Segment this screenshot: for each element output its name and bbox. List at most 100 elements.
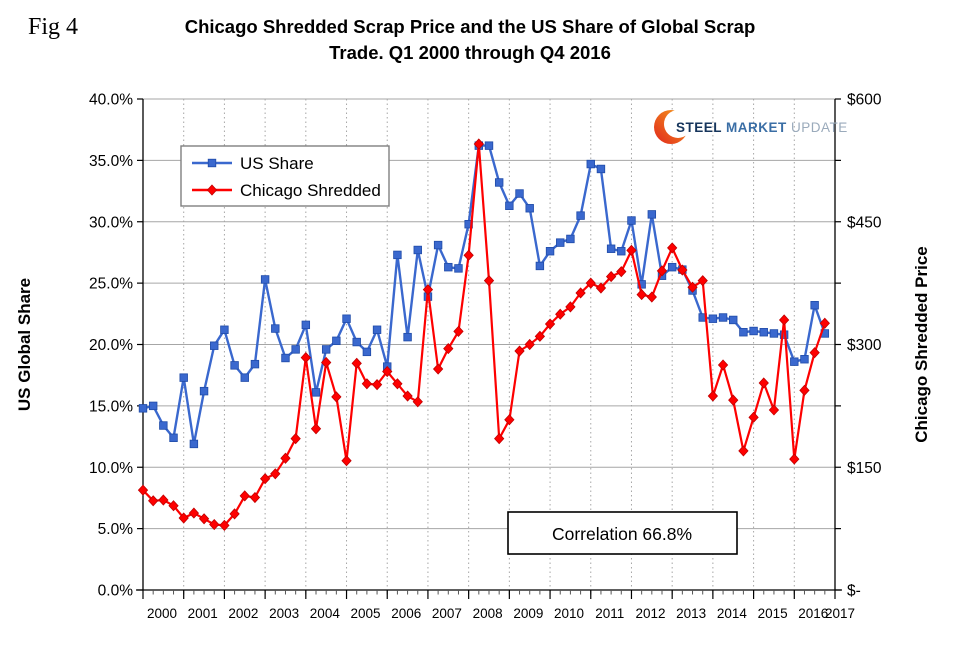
us-share-point-marker [291, 345, 300, 354]
logo-wordmark: STEEL MARKET UPDATE [676, 120, 848, 135]
chicago-shredded-point-marker [392, 378, 403, 390]
chicago-shredded-point-marker [605, 270, 617, 283]
us-share-point-marker [342, 314, 351, 323]
chicago-shredded-point-marker [259, 473, 271, 485]
us-share-point-marker [169, 433, 178, 442]
chicago-shredded-point-marker [687, 281, 698, 293]
chicago-shredded-point-marker [697, 275, 708, 287]
us-share-point-marker [413, 245, 422, 255]
chicago-shredded-point-marker [809, 347, 820, 359]
x-axis-tick-label: 2002 [228, 606, 258, 621]
chicago-shredded-point-marker [738, 445, 749, 457]
us-share-point-marker [535, 261, 545, 271]
chicago-shredded-point-marker [382, 365, 393, 378]
chicago-shredded-point-marker [585, 277, 596, 289]
correlation-annotation: Correlation 66.8% [507, 511, 738, 555]
chicago-shredded-point-marker [310, 423, 322, 435]
chicago-shredded-point-marker [646, 291, 657, 303]
chicago-shredded-point-marker [270, 468, 281, 480]
chicago-shredded-point-marker [616, 266, 627, 278]
us-share-point-marker [515, 189, 524, 198]
us-share-point-marker [403, 332, 412, 342]
chicago-shredded-point-marker [300, 352, 311, 364]
right-axis-tick-label: $300 [847, 337, 882, 354]
chicago-shredded-point-marker [453, 325, 464, 337]
us-share-point-marker [321, 345, 331, 354]
us-share-point-marker [749, 326, 758, 336]
chicago-shredded-point-marker [290, 433, 301, 445]
left-axis-title: US Global Share [15, 278, 34, 411]
right-axis-tick-label: $150 [847, 460, 882, 477]
us-share-point-marker [739, 328, 748, 337]
x-axis-tick-label: 2017 [825, 606, 855, 621]
us-share-point-marker [393, 250, 402, 260]
us-share-point-marker [800, 355, 809, 364]
us-share-point-marker [311, 388, 321, 397]
chicago-shredded-point-marker [636, 288, 647, 301]
us-share-point-marker [647, 210, 657, 219]
us-share-point-marker [556, 238, 565, 247]
chicago-shredded-point-marker [494, 433, 505, 445]
x-axis-tick-label: 2001 [188, 606, 218, 621]
x-axis-tick-label: 2004 [310, 606, 341, 621]
chicago-shredded-point-marker [402, 390, 413, 402]
right-axis-tick-label: $- [847, 583, 861, 600]
correlation-box [507, 511, 738, 555]
left-axis-tick-label: 5.0% [98, 521, 134, 538]
chicago-shredded-point-marker [137, 484, 149, 496]
x-axis-tick-label: 2016 [798, 606, 828, 621]
us-share-point-marker [790, 357, 799, 366]
chicago-shredded-point-marker [331, 391, 342, 403]
us-share-point-marker [230, 361, 239, 370]
chicago-shredded-point-marker [432, 363, 444, 375]
us-share-point-marker [271, 324, 280, 333]
x-axis-tick-label: 2007 [432, 606, 462, 621]
x-axis-tick-label: 2000 [147, 606, 177, 621]
x-axis-tick-label: 2013 [676, 606, 706, 621]
x-axis-tick-label: 2010 [554, 606, 584, 621]
us-share-point-marker [189, 439, 199, 449]
legend-item-us-share: US Share [192, 154, 314, 173]
us-share-point-marker [220, 325, 229, 334]
chicago-shredded-point-marker [799, 384, 810, 396]
x-axis-tick-label: 2003 [269, 606, 299, 621]
figure-number-label: Fig 4 [28, 14, 79, 40]
chicago-shredded-point-marker [565, 301, 576, 313]
chart-title-line1: Chicago Shredded Scrap Price and the US … [184, 16, 756, 37]
chicago-shredded-point-marker [555, 308, 566, 320]
us-share-point-marker [718, 313, 728, 322]
left-axis-tick-label: 30.0% [89, 214, 133, 231]
chicago-shredded-point-marker [206, 184, 218, 196]
legend-box [180, 145, 390, 207]
us-share-point-marker [199, 386, 209, 396]
chicago-shredded-point-marker [483, 275, 495, 287]
chicago-shredded-point-marker [148, 495, 159, 507]
chicago-shredded-point-marker [575, 287, 586, 299]
us-share-point-marker [484, 141, 494, 150]
chicago-shredded-point-marker [178, 512, 189, 524]
x-axis-tick-label: 2009 [513, 606, 543, 621]
legend-item-chicago-shredded: Chicago Shredded [192, 181, 381, 200]
x-axis-tick-label: 2008 [473, 606, 503, 621]
left-axis-tick-label: 25.0% [89, 276, 133, 293]
chicago-shredded-point-marker [321, 356, 332, 369]
chicago-shredded-point-marker [544, 318, 556, 330]
us-share-point-marker [769, 329, 779, 338]
chicago-shredded-point-marker [463, 249, 474, 261]
logo-word-market: MARKET [726, 120, 787, 135]
x-axis-tick-label: 2015 [758, 606, 788, 621]
us-share-point-marker [494, 178, 504, 187]
right-axis-tick-label: $600 [847, 92, 882, 109]
chicago-shredded-point-marker [728, 394, 739, 406]
chicago-shredded-point-marker [717, 359, 729, 371]
us-share-point-marker [250, 359, 260, 369]
chicago-shredded-point-marker [361, 378, 373, 390]
chicago-shredded-point-marker [819, 317, 830, 329]
left-axis-tick-label: 35.0% [89, 153, 133, 170]
x-axis-tick-label: 2012 [635, 606, 665, 621]
us-share-point-marker [301, 320, 311, 330]
chicago-shredded-point-marker [778, 314, 790, 326]
logo-word-steel: STEEL [676, 120, 722, 135]
us-share-point-marker [596, 164, 606, 174]
chicago-shredded-point-marker [656, 265, 668, 277]
